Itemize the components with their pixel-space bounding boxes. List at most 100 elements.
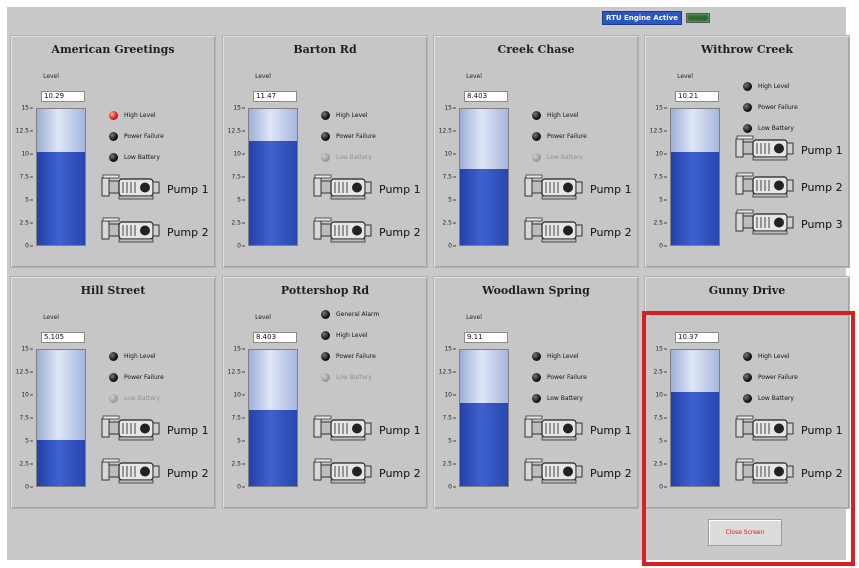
scale-tick-label: 7.5 (653, 174, 667, 181)
scale-tick-label: 10 (444, 151, 456, 158)
indicator-label: Low Battery (547, 395, 583, 402)
status-led-icon (109, 111, 118, 120)
level-tank (248, 108, 298, 246)
level-tank (248, 349, 298, 487)
status-led-icon (532, 111, 541, 120)
pump-icon (524, 457, 586, 489)
status-led-icon (532, 132, 541, 141)
pump-icon (313, 457, 375, 489)
indicator-high-level: High Level (321, 111, 368, 120)
pump-icon (101, 457, 163, 489)
indicator-general-alarm: General Alarm (321, 310, 379, 319)
indicator-high-level: High Level (532, 111, 579, 120)
level-readout: 5.105 (41, 332, 85, 343)
status-led-icon (532, 352, 541, 361)
level-scale: 15 12.5 10 7.5 5 2.5 0 (223, 346, 245, 491)
status-led-icon (321, 111, 330, 120)
scale-tick-label: 15 (233, 105, 245, 112)
tank-fill (671, 152, 719, 245)
indicator-label: High Level (547, 112, 579, 119)
scale-tick-label: 15 (21, 105, 33, 112)
status-led-icon (321, 310, 330, 319)
level-readout: 11.47 (253, 91, 297, 102)
indicator-low-battery: Low Battery (109, 394, 160, 403)
pump-label: Pump 3 (801, 217, 843, 231)
indicator-low-battery: Low Battery (743, 124, 794, 133)
scale-tick-label: 10 (444, 392, 456, 399)
scale-tick-label: 12.5 (439, 128, 456, 135)
scale-tick-label: 15 (655, 105, 667, 112)
pump-status: Pump 1 (313, 414, 421, 446)
pump-label: Pump 2 (801, 180, 843, 194)
pump-label: Pump 1 (801, 143, 843, 157)
scale-tick-label: 2.5 (442, 220, 456, 227)
station-title: American Greetings (51, 43, 175, 56)
scale-tick-label: 7.5 (653, 415, 667, 422)
scale-tick-label: 10 (21, 392, 33, 399)
pump-label: Pump 1 (801, 423, 843, 437)
status-led-icon (743, 124, 752, 133)
station-panel: Woodlawn Spring Level 9.11 15 12.5 10 7.5 5 2.5 0… (433, 276, 639, 509)
indicator-label: High Level (547, 353, 579, 360)
indicator-high-level: High Level (743, 82, 790, 91)
scale-tick-label: 5 (25, 197, 33, 204)
pump-label: Pump 2 (801, 466, 843, 480)
indicator-label: High Level (758, 83, 790, 90)
indicator-label: General Alarm (336, 311, 380, 318)
indicator-low-battery: Low Battery (743, 394, 794, 403)
indicator-label: Low Battery (124, 395, 160, 402)
scale-tick-label: 5 (448, 438, 456, 445)
indicator-label: Power Failure (758, 104, 798, 111)
status-led-icon (532, 394, 541, 403)
indicator-label: High Level (124, 353, 156, 360)
tank-fill (37, 439, 85, 486)
pump-status: Pump 1 (524, 173, 632, 205)
indicator-label: High Level (336, 112, 368, 119)
pump-status: Pump 3 (735, 208, 843, 240)
scale-tick-label: 0 (237, 484, 245, 491)
status-led-icon (532, 373, 541, 382)
level-readout: 9.11 (464, 332, 508, 343)
indicator-label: High Level (758, 353, 790, 360)
scale-tick-label: 7.5 (19, 174, 33, 181)
indicator-label: Low Battery (758, 125, 794, 132)
status-led-icon (109, 132, 118, 141)
indicator-label: Power Failure (124, 374, 164, 381)
scale-tick-label: 2.5 (231, 220, 245, 227)
indicator-label: High Level (124, 112, 156, 119)
level-caption: Level (255, 73, 271, 80)
pump-status: Pump 1 (735, 414, 843, 446)
pump-status: Pump 2 (735, 171, 843, 203)
level-scale: 15 12.5 10 7.5 5 2.5 0 (645, 105, 667, 250)
indicator-high-level: High Level (532, 352, 579, 361)
pump-label: Pump 2 (590, 466, 632, 480)
scale-tick-label: 10 (655, 392, 667, 399)
station-title: Creek Chase (497, 43, 575, 56)
indicator-high-level: High Level (743, 352, 790, 361)
level-caption: Level (466, 314, 482, 321)
station-title: Woodlawn Spring (482, 284, 590, 297)
status-led-icon (109, 352, 118, 361)
tank-fill (249, 409, 297, 486)
scale-tick-label: 5 (237, 197, 245, 204)
pump-status: Pump 2 (313, 457, 421, 489)
scale-tick-label: 0 (237, 243, 245, 250)
status-led-icon (743, 82, 752, 91)
station-panel: American Greetings Level 10.29 15 12.5 10 7.5 5… (10, 35, 216, 268)
indicator-low-battery: Low Battery (109, 153, 160, 162)
indicator-label: Power Failure (336, 353, 376, 360)
pump-icon (101, 414, 163, 446)
indicator-label: Power Failure (547, 374, 587, 381)
close-screen-button[interactable]: Close Screen (708, 519, 782, 546)
scale-tick-label: 15 (655, 346, 667, 353)
pump-icon (313, 216, 375, 248)
scale-tick-label: 2.5 (442, 461, 456, 468)
scale-tick-label: 5 (659, 438, 667, 445)
level-scale: 15 12.5 10 7.5 5 2.5 0 (434, 346, 456, 491)
scale-tick-label: 2.5 (19, 220, 33, 227)
pump-status: Pump 2 (524, 216, 632, 248)
station-panel: Withrow Creek Level 10.21 15 12.5 10 7.5 5 2.5 0 H… (644, 35, 850, 268)
scale-tick-label: 2.5 (653, 461, 667, 468)
pump-icon (101, 173, 163, 205)
status-led-icon (743, 103, 752, 112)
